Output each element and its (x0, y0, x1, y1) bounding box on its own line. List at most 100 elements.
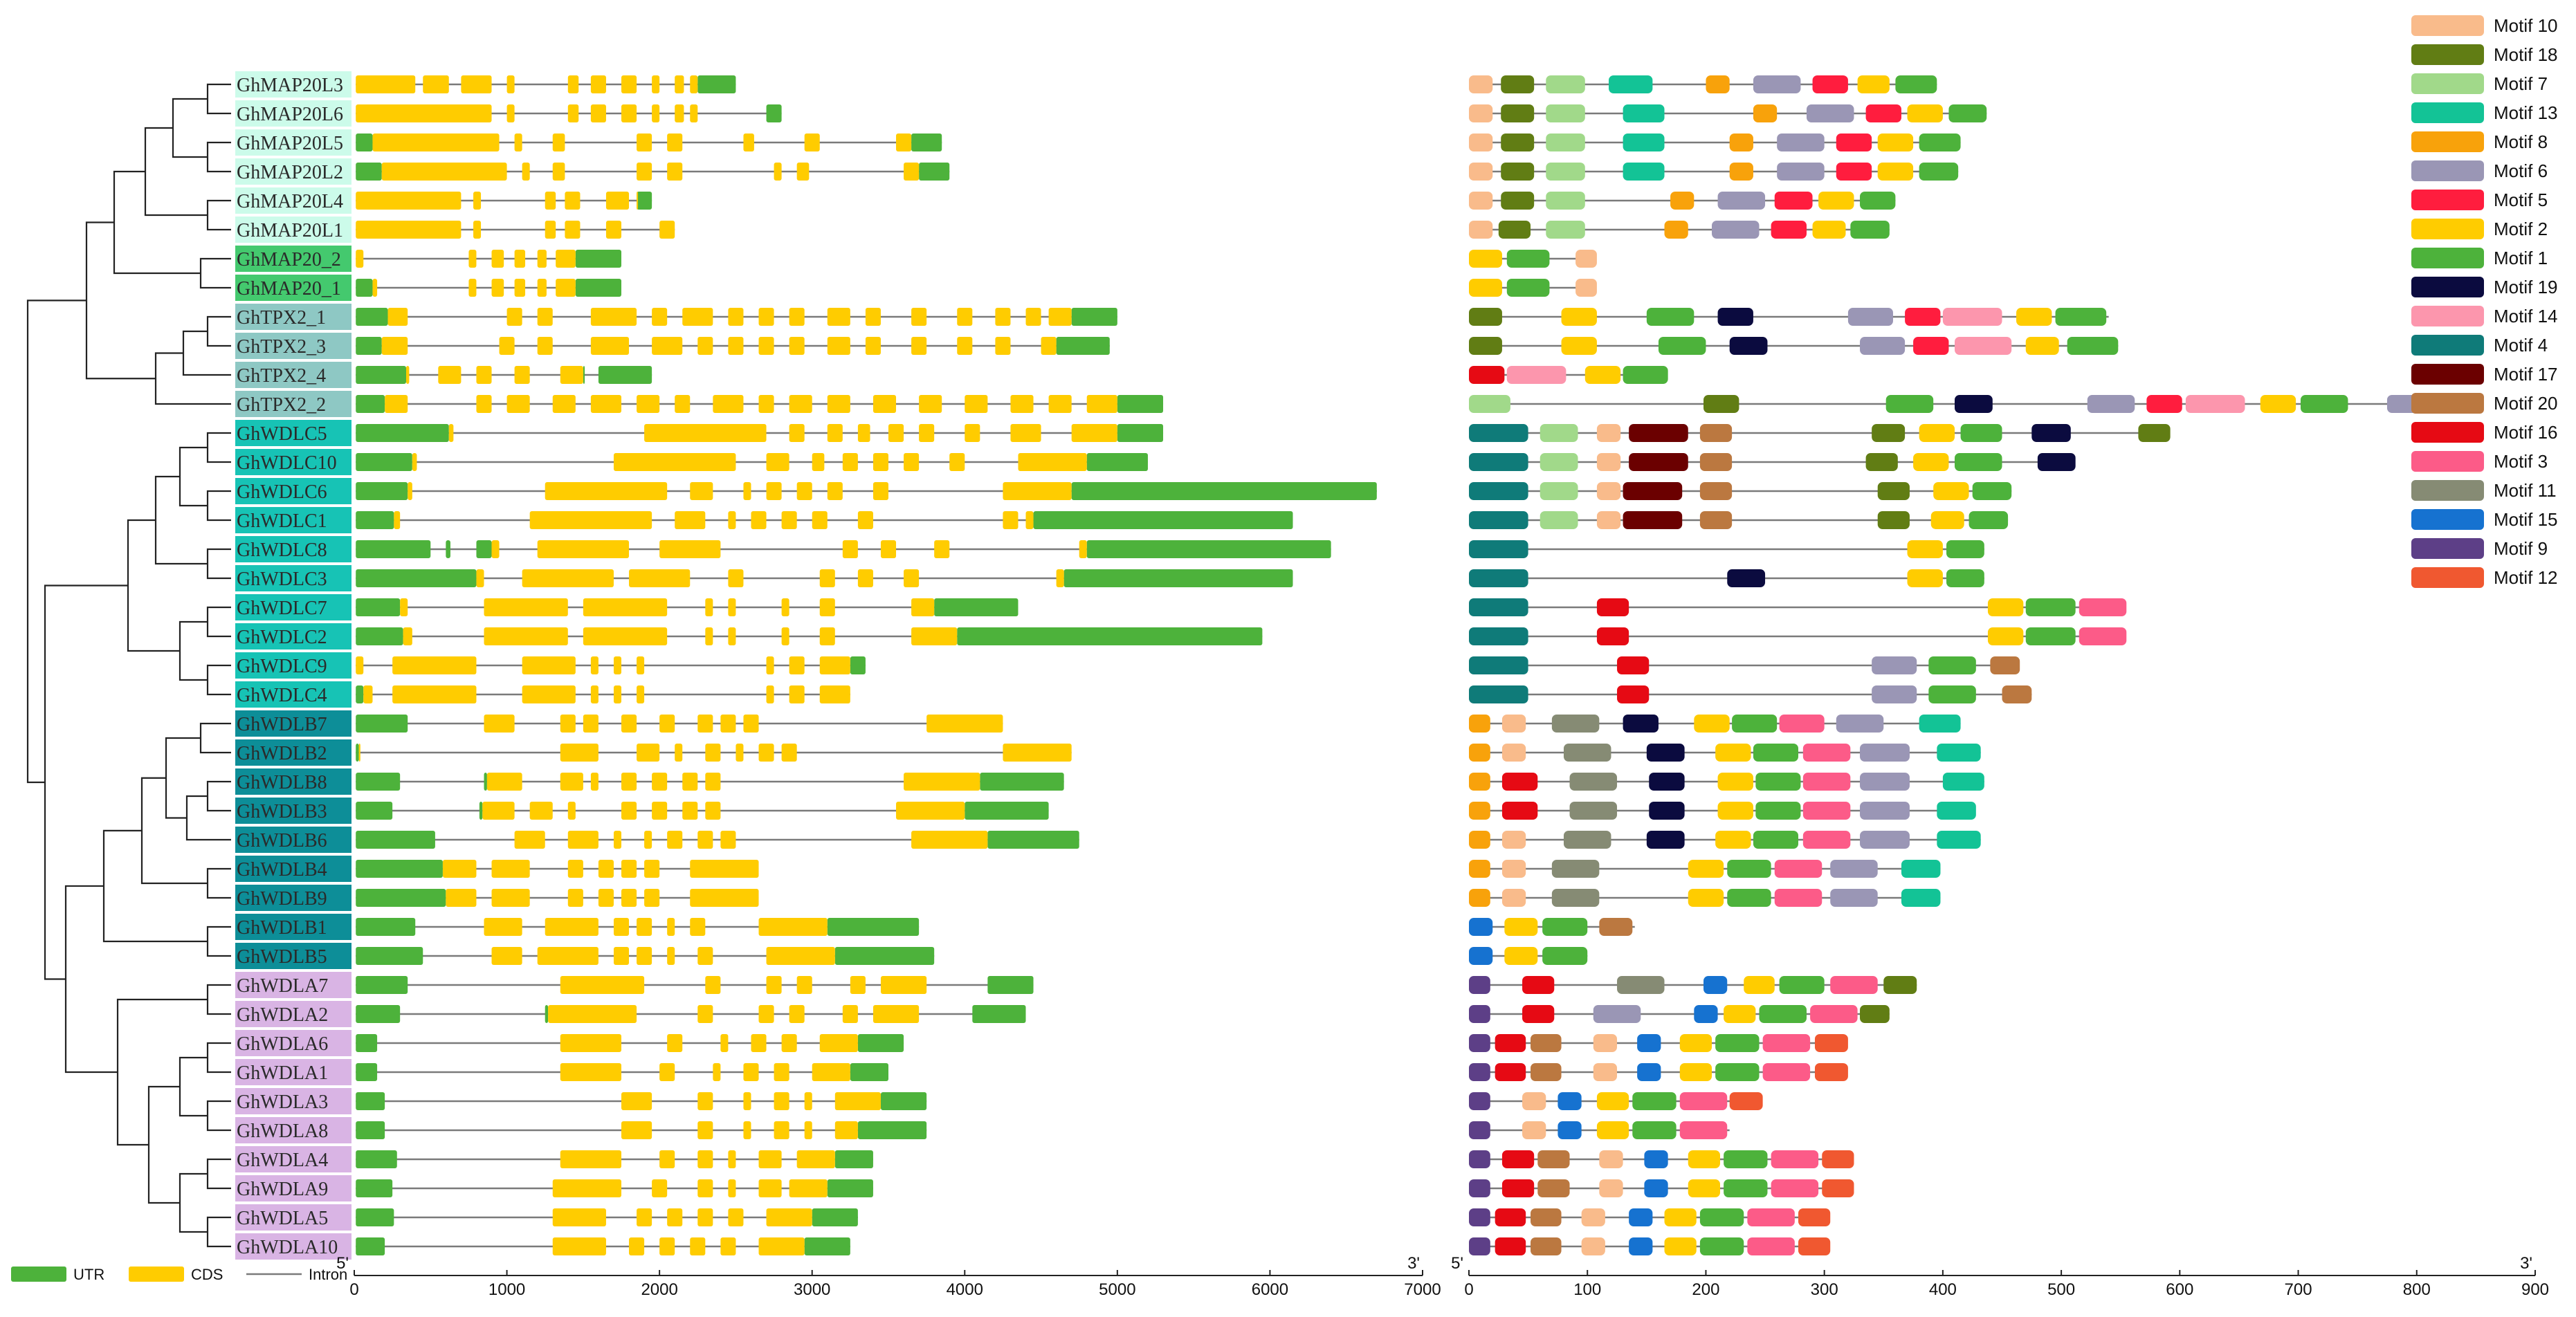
cds-segment (1086, 395, 1117, 413)
motif-box (1469, 221, 1493, 239)
cds-segment (468, 250, 477, 268)
motif-legend-label: Motif 16 (2494, 422, 2558, 443)
utr-segment (356, 715, 408, 733)
axis-tick-label: 800 (2403, 1280, 2431, 1299)
cds-segment (446, 889, 477, 907)
motif-box (1469, 540, 1528, 558)
cds-segment (766, 947, 835, 965)
motif-box (1501, 192, 1535, 210)
motif-box (1694, 715, 1730, 733)
gene-label-bg (235, 1117, 351, 1143)
cds-segment (880, 540, 897, 558)
motif-box (1646, 831, 1685, 849)
cds-segment (743, 1121, 751, 1139)
cds-segment (834, 1092, 881, 1110)
cds-segment (522, 656, 576, 674)
motif-legend-swatch (2411, 160, 2484, 181)
utr-segment (356, 1208, 394, 1226)
motif-box (1599, 1179, 1623, 1197)
cds-segment (473, 192, 482, 210)
utr-segment (356, 744, 359, 762)
motif-box (1623, 482, 1683, 500)
motif-row (1469, 627, 2127, 645)
motif-box (1501, 860, 1526, 878)
motif-legend-swatch (2411, 538, 2484, 559)
motif-box (1617, 976, 1665, 994)
cds-segment (926, 715, 1003, 733)
motif-box (1469, 831, 1490, 849)
motif-box (1504, 918, 1538, 936)
cds-segment (637, 744, 660, 762)
gene-label-bg (235, 1001, 351, 1027)
gene-name: GhWDLC9 (237, 656, 327, 677)
cds-segment (682, 802, 698, 820)
utr-segment (356, 627, 403, 645)
cds-segment (675, 75, 684, 93)
cds-segment (751, 511, 767, 529)
utr-segment (1071, 482, 1377, 500)
gene-structure-row (356, 1005, 1026, 1023)
tree-branch (199, 257, 231, 289)
motif-box (1469, 250, 1502, 268)
motif-box (1495, 1063, 1526, 1081)
motif-row (1469, 540, 1984, 558)
cds-segment (781, 511, 797, 529)
gene-name: GhWDLC1 (237, 510, 327, 532)
motif-box (1955, 395, 1993, 413)
cds-segment (583, 715, 599, 733)
gene-name: GhWDLC10 (237, 452, 337, 474)
utr-segment (1071, 308, 1117, 326)
cds-segment (842, 540, 858, 558)
motif-legend-label: Motif 2 (2494, 219, 2548, 239)
axis-tick-label: 0 (1464, 1280, 1473, 1299)
motif-box (1872, 656, 1917, 674)
axis-tick-label: 7000 (1404, 1280, 1441, 1299)
cds-segment (766, 1208, 812, 1226)
cds-segment (405, 366, 410, 384)
cds-segment (880, 976, 927, 994)
motif-box (1596, 511, 1621, 529)
motif-box (1928, 685, 1976, 703)
gene-label-bg (235, 478, 351, 504)
utr-segment (857, 1034, 904, 1052)
motif-box (2138, 424, 2171, 442)
motif-row (1469, 163, 1959, 181)
cds-segment (552, 1237, 606, 1255)
cds-segment (613, 453, 736, 471)
axis-tick-label: 1000 (488, 1280, 525, 1299)
cds-segment (392, 656, 477, 674)
motif-box (1469, 192, 1493, 210)
motif-box (1802, 744, 1851, 762)
utr-segment (850, 1063, 888, 1081)
motif-box (1727, 569, 1766, 587)
motif-legend-label: Motif 8 (2494, 131, 2548, 152)
motif-box (1972, 482, 2012, 500)
motif-legend-label: Motif 4 (2494, 335, 2548, 356)
motif-box (1501, 889, 1526, 907)
cds-segment (613, 918, 630, 936)
gene-name: GhMAP20L2 (237, 162, 343, 183)
tree-branch (185, 795, 231, 841)
motif-box (1724, 1150, 1768, 1168)
gene-name: GhMAP20L1 (237, 220, 343, 241)
cds-segment (491, 947, 522, 965)
cds-segment (548, 1005, 637, 1023)
cds-segment (789, 656, 805, 674)
motif-box (1469, 1150, 1490, 1168)
cds-segment (408, 482, 412, 500)
cds-segment (850, 976, 866, 994)
gene-name: GhWDLA9 (237, 1179, 328, 1200)
cds-segment (789, 1005, 805, 1023)
cds-segment (865, 337, 881, 355)
motif-box (2067, 337, 2119, 355)
cds-segment (720, 831, 736, 849)
motif-box (1563, 831, 1611, 849)
motif-box (1747, 1208, 1795, 1226)
motif-box (1561, 337, 1597, 355)
tree-branch (206, 1158, 231, 1190)
cds-segment (697, 831, 713, 849)
cds-segment (652, 337, 683, 355)
motif-box (1755, 802, 1801, 820)
cds-segment (491, 860, 530, 878)
cds-segment (766, 482, 782, 500)
